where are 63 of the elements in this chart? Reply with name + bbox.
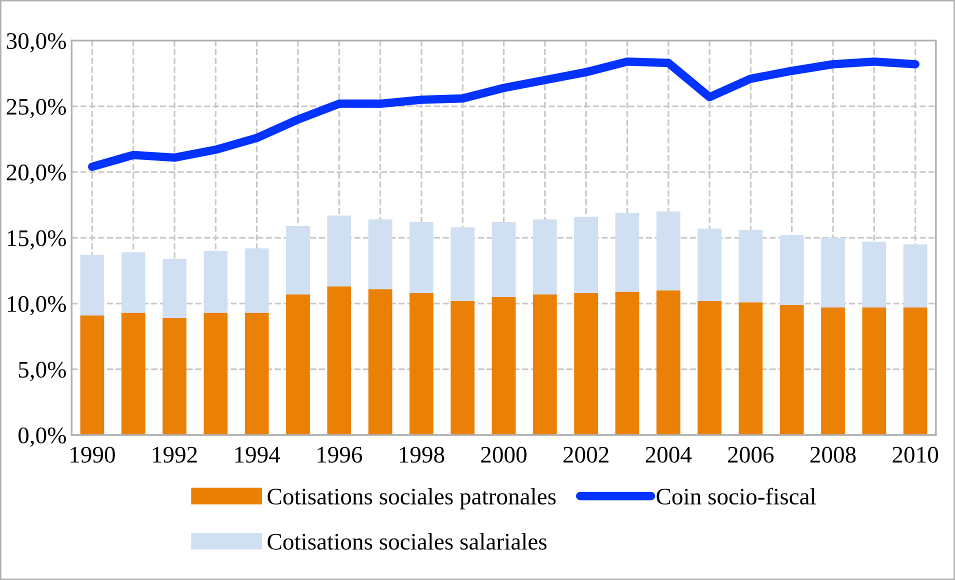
x-tick-label: 1994 bbox=[235, 446, 280, 463]
bar bbox=[492, 296, 516, 435]
y-tick-label: 15,0% bbox=[8, 230, 66, 250]
bar bbox=[244, 312, 269, 435]
y-tick-label: 25,0% bbox=[6, 98, 66, 118]
x-tick-label: 1996 bbox=[318, 446, 362, 463]
bar bbox=[821, 238, 845, 308]
x-tick-label: 2010 bbox=[892, 446, 938, 463]
bar bbox=[698, 300, 722, 435]
bar bbox=[615, 292, 640, 435]
bar bbox=[492, 222, 516, 297]
bar bbox=[121, 312, 146, 435]
bar bbox=[450, 227, 475, 301]
bar bbox=[80, 254, 104, 316]
bar bbox=[368, 219, 392, 290]
bar bbox=[286, 226, 310, 294]
x-tick-label: 1992 bbox=[152, 446, 197, 463]
y-tick-label: 0,0% bbox=[18, 427, 66, 447]
bar bbox=[532, 219, 557, 294]
bar bbox=[204, 250, 228, 313]
bar bbox=[780, 304, 804, 435]
bar bbox=[532, 294, 557, 435]
bar bbox=[162, 318, 186, 435]
bar bbox=[738, 230, 763, 302]
x-tick-label: 2004 bbox=[646, 446, 692, 463]
x-tick-label: 2002 bbox=[564, 446, 608, 463]
y-tick-label: 30,0% bbox=[6, 33, 66, 52]
bar bbox=[698, 228, 722, 301]
x-tick-label: 1998 bbox=[400, 446, 444, 463]
bar bbox=[410, 222, 434, 294]
x-tick-label: 1990 bbox=[70, 446, 115, 463]
bar bbox=[162, 258, 186, 318]
bar bbox=[821, 307, 845, 435]
y-tick-label: 20,0% bbox=[6, 164, 66, 184]
bar bbox=[862, 242, 886, 308]
bar bbox=[615, 212, 640, 292]
bar bbox=[410, 293, 434, 435]
bar bbox=[327, 215, 352, 286]
bar bbox=[903, 307, 928, 435]
bar bbox=[656, 290, 680, 435]
legend-label: Coin socio-fiscal bbox=[656, 488, 816, 505]
bar bbox=[450, 300, 475, 435]
legend-label: Cotisations sociales patronales bbox=[268, 488, 556, 510]
bar bbox=[574, 293, 598, 435]
bar bbox=[244, 248, 269, 313]
bar bbox=[368, 289, 392, 435]
bar bbox=[286, 294, 310, 435]
bar bbox=[738, 302, 763, 435]
bar bbox=[574, 216, 598, 294]
bar bbox=[204, 312, 228, 435]
legend-label: Cotisations sociales salariales bbox=[268, 533, 546, 550]
x-tick-label: 2008 bbox=[810, 446, 856, 463]
y-tick-label: 10,0% bbox=[8, 296, 66, 316]
bar bbox=[80, 315, 104, 435]
bar bbox=[656, 212, 680, 290]
bar bbox=[121, 252, 146, 313]
x-tick-label: 2006 bbox=[728, 446, 774, 463]
bar bbox=[780, 235, 804, 305]
bar bbox=[327, 286, 352, 435]
x-tick-label: 2000 bbox=[481, 446, 526, 463]
y-tick-label: 5,0% bbox=[18, 362, 66, 382]
bar bbox=[903, 244, 928, 308]
bar bbox=[862, 307, 886, 435]
